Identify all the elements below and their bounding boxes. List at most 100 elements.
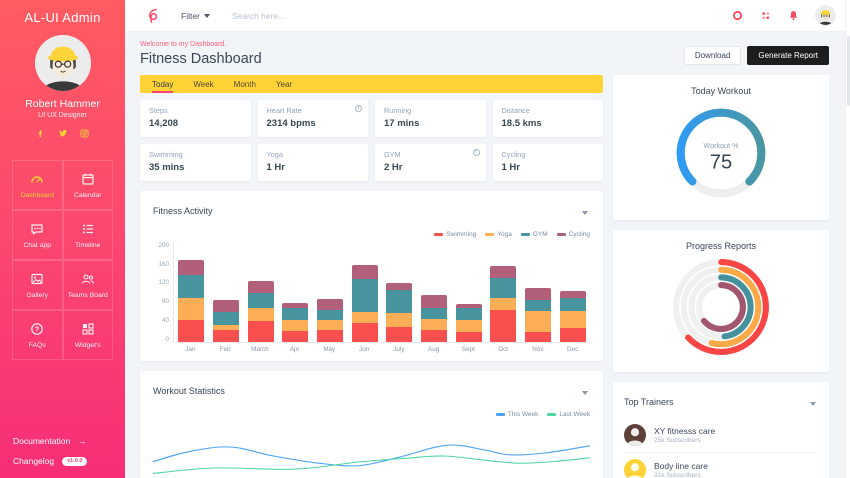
- line-last-week: [153, 455, 590, 475]
- card-menu-caret-icon[interactable]: [808, 391, 818, 413]
- bar-segment-swimming: [282, 331, 309, 342]
- bar-nov[interactable]: [524, 288, 551, 342]
- documentation-link[interactable]: Documentation →: [13, 436, 112, 446]
- bar-segment-swimming: [455, 331, 482, 342]
- y-tick: 160: [158, 260, 169, 268]
- gauge-arc: [676, 108, 766, 198]
- bar-apr[interactable]: [282, 302, 309, 342]
- stat-card-heart-rate[interactable]: i Heart Rate 2314 bpms: [257, 100, 368, 137]
- user-role: UI UX Designer: [38, 112, 87, 119]
- bar-segment-cycling: [524, 288, 551, 300]
- sidebar-item-dashboard[interactable]: Dashboard: [12, 160, 63, 210]
- instagram-icon[interactable]: [80, 128, 90, 138]
- header-buttons: Download Generate Report: [683, 46, 829, 67]
- bar-segment-gym: [490, 277, 517, 298]
- tab-year[interactable]: Year: [275, 79, 293, 89]
- page-header: Welcome to my Dashboard. Fitness Dashboa…: [140, 41, 829, 67]
- sidebar-item-label: Calendar: [73, 192, 102, 199]
- download-button[interactable]: Download: [683, 46, 742, 65]
- bar-segment-cycling: [559, 291, 586, 298]
- y-tick: 40: [161, 316, 169, 324]
- bar-segment-cycling: [351, 264, 378, 279]
- bar-sept[interactable]: [455, 303, 482, 342]
- bar-segment-gym: [247, 293, 274, 308]
- profile-avatar[interactable]: [815, 5, 836, 26]
- bar-july[interactable]: [386, 282, 413, 342]
- trainer-row-1[interactable]: XY fitnesss care 25k Subscribers: [624, 418, 818, 453]
- generate-report-button[interactable]: Generate Report: [747, 46, 829, 65]
- bar-segment-yoga: [351, 311, 378, 323]
- legend-item[interactable]: Last Week: [547, 411, 590, 418]
- sidebar-item-teams-board[interactable]: Teams Board: [62, 260, 113, 310]
- search-input[interactable]: [231, 10, 731, 21]
- card-title: Today Workout: [691, 86, 751, 96]
- bar-aug[interactable]: [420, 295, 447, 342]
- sidebar-item-label: FAQs: [28, 342, 46, 349]
- bar-dec[interactable]: [559, 291, 586, 342]
- bar-segment-swimming: [490, 310, 517, 342]
- svg-text:?: ?: [35, 327, 39, 334]
- settings-icon[interactable]: [731, 9, 744, 22]
- changelog-link[interactable]: Changelog v1.0.0: [13, 456, 112, 466]
- sidebar-item-calendar[interactable]: Calendar: [62, 160, 113, 210]
- tab-week[interactable]: Week: [193, 79, 214, 89]
- stat-label: GYM: [384, 150, 401, 159]
- bar-segment-swimming: [386, 327, 413, 342]
- stat-card-swimming[interactable]: Swimming 35 mins: [140, 144, 251, 181]
- info-icon[interactable]: i: [355, 105, 362, 112]
- stat-card-cycling[interactable]: Cycling 1 Hr: [492, 144, 603, 181]
- stat-card-yoga[interactable]: Yoga 1 Hr: [257, 144, 368, 181]
- version-badge: v1.0.0: [62, 456, 88, 466]
- page-header-text: Welcome to my Dashboard. Fitness Dashboa…: [140, 41, 262, 67]
- stat-card-gym[interactable]: i GYM 2 Hr: [375, 144, 486, 181]
- legend-item[interactable]: Swimming: [434, 231, 476, 238]
- calendar-icon: [82, 173, 94, 185]
- apps-grid-icon[interactable]: [759, 9, 772, 22]
- stat-card-steps[interactable]: Steps 14,208: [140, 100, 251, 137]
- stat-label: Distance: [501, 106, 530, 115]
- bar-oct[interactable]: [490, 266, 517, 342]
- sidebar-item-faqs[interactable]: ? FAQs: [12, 310, 63, 360]
- stat-card-running[interactable]: Running 17 mins: [375, 100, 486, 137]
- filter-dropdown[interactable]: Filter: [181, 11, 210, 21]
- bar-segment-cycling: [386, 282, 413, 290]
- sidebar-item-gallery[interactable]: Gallery: [12, 260, 63, 310]
- bar-segment-yoga: [524, 311, 551, 332]
- bar-march[interactable]: [247, 281, 274, 342]
- sidebar-item-widgets[interactable]: Widget's: [62, 310, 113, 360]
- notifications-bell-icon[interactable]: [787, 9, 800, 22]
- card-menu-caret-icon[interactable]: [580, 200, 590, 222]
- card-menu-caret-icon[interactable]: [580, 380, 590, 402]
- legend-item[interactable]: Yoga: [485, 231, 512, 238]
- stat-value: 17 mins: [384, 118, 420, 129]
- legend-item[interactable]: GYM: [520, 231, 548, 238]
- scrollbar[interactable]: [845, 0, 850, 478]
- stat-card-distance[interactable]: Distance 18.5 kms: [492, 100, 603, 137]
- workout-gauge: Workout % 75: [676, 108, 766, 198]
- legend-item[interactable]: Cycling: [556, 231, 590, 238]
- gallery-icon: [31, 273, 43, 285]
- fitness-activity-card: Fitness Activity Swimming Yoga GYM Cycling …: [140, 191, 603, 361]
- user-avatar[interactable]: [34, 35, 91, 91]
- legend-item[interactable]: This Week: [495, 411, 538, 418]
- x-tick: Jan: [185, 346, 196, 353]
- twitter-icon[interactable]: [58, 128, 68, 138]
- stat-value: 1 Hr: [266, 162, 285, 173]
- bar-feb[interactable]: [212, 299, 239, 342]
- sidebar-item-chat[interactable]: Chat app: [12, 210, 63, 260]
- app-logo-icon[interactable]: [145, 7, 163, 25]
- facebook-icon[interactable]: [36, 128, 46, 138]
- scrollbar-thumb[interactable]: [847, 36, 850, 106]
- bar-segment-cycling: [247, 281, 274, 293]
- sidebar-item-timeline[interactable]: Timeline: [62, 210, 113, 260]
- y-tick: 200: [158, 242, 169, 249]
- tab-month[interactable]: Month: [233, 79, 256, 89]
- bar-may[interactable]: [316, 298, 343, 342]
- chat-icon: [31, 224, 43, 235]
- info-icon[interactable]: i: [472, 149, 480, 156]
- trainer-row-2[interactable]: Body line care 31k Subscribers: [624, 453, 818, 478]
- bar-jun[interactable]: [351, 264, 378, 342]
- tab-today[interactable]: Today: [152, 75, 174, 93]
- bar-xaxis: Jan Feb March Apr May Jun July Aug Sept Oct Nov Dec: [173, 346, 590, 353]
- bar-jan[interactable]: [178, 259, 205, 342]
